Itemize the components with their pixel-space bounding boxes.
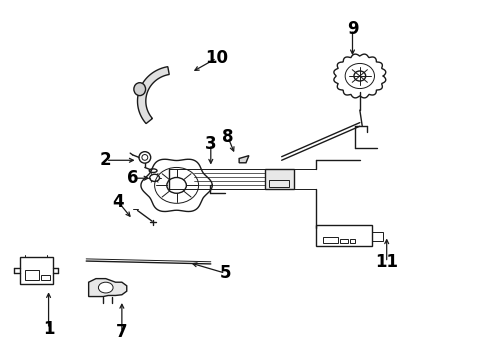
Text: 7: 7 [116, 323, 128, 341]
Text: 9: 9 [347, 21, 358, 39]
Text: 4: 4 [112, 193, 124, 211]
Bar [350, 239, 355, 243]
Bar [270, 180, 289, 187]
Bar [41, 275, 49, 280]
Bar [316, 225, 372, 246]
Text: 2: 2 [100, 151, 112, 169]
Text: 1: 1 [43, 320, 54, 338]
Polygon shape [138, 67, 169, 123]
Text: 5: 5 [220, 264, 231, 282]
Bar [340, 239, 347, 243]
Bar [372, 232, 383, 241]
Ellipse shape [134, 83, 146, 96]
Text: 6: 6 [127, 169, 138, 187]
Bar [323, 237, 338, 243]
Text: 11: 11 [375, 253, 398, 271]
Bar [25, 270, 39, 280]
Polygon shape [89, 279, 127, 297]
Bar [265, 169, 294, 189]
Text: 3: 3 [205, 135, 217, 153]
Polygon shape [239, 156, 249, 163]
Ellipse shape [98, 282, 113, 293]
Text: 10: 10 [205, 49, 228, 67]
Bar [20, 257, 53, 284]
Text: 8: 8 [222, 128, 234, 146]
